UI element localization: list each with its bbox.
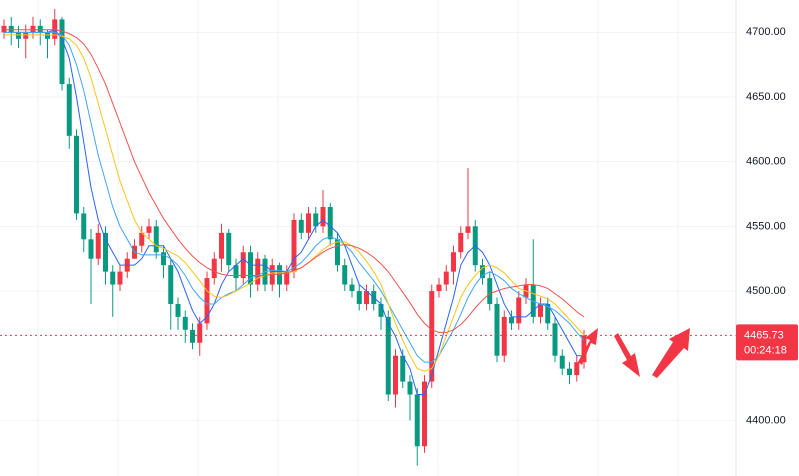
candle-body <box>364 291 369 304</box>
candle-body <box>451 252 456 272</box>
candle-body <box>95 232 101 259</box>
arrow-up <box>652 328 690 378</box>
candle-body <box>480 265 485 279</box>
candle-body <box>74 135 79 214</box>
candle-body <box>233 265 239 279</box>
candle-body <box>240 252 246 279</box>
candle-body <box>538 303 543 317</box>
last-price-label: 4465.73 <box>744 329 784 341</box>
arrow-down <box>614 333 640 377</box>
candle-body <box>458 232 464 253</box>
candle-body <box>414 394 420 447</box>
candle-body <box>117 271 123 285</box>
candle-body <box>559 355 565 369</box>
plot <box>0 9 736 466</box>
candle-body <box>552 323 558 356</box>
candle-body <box>204 278 210 324</box>
candle-body <box>139 232 145 246</box>
candle-body <box>248 252 253 285</box>
moving-average <box>4 29 585 333</box>
candle-body <box>88 239 94 259</box>
candle-body <box>385 316 391 395</box>
candle-body <box>30 25 36 33</box>
candle-body <box>277 265 282 285</box>
candle-body <box>103 232 108 272</box>
candle-body <box>306 213 311 233</box>
price-tag <box>736 324 798 361</box>
candle-body <box>153 226 159 253</box>
candle-body <box>494 303 500 356</box>
y-tick-label: 4400.00 <box>746 414 786 426</box>
candle-body <box>269 265 275 285</box>
candle-body <box>400 355 406 382</box>
moving-average <box>4 29 584 396</box>
candle-body <box>567 368 572 376</box>
moving-average <box>4 34 585 372</box>
candle-body <box>356 291 362 304</box>
countdown-label: 00:24:18 <box>744 344 787 356</box>
candle-body <box>161 252 166 266</box>
candle-body <box>255 258 261 285</box>
candle-body <box>211 258 217 279</box>
candle-body <box>110 271 116 285</box>
candle-body <box>509 316 514 324</box>
y-tick-label: 4650.00 <box>746 91 786 103</box>
candle-body <box>284 271 290 285</box>
y-tick-label: 4550.00 <box>746 220 786 232</box>
candle-body <box>298 219 304 233</box>
y-tick-label: 4700.00 <box>746 26 786 38</box>
candle-body <box>8 25 14 33</box>
candle-body <box>327 206 333 240</box>
candle-body <box>407 381 413 395</box>
y-tick-label: 4500.00 <box>746 285 786 297</box>
candle-body <box>501 316 507 356</box>
arrow-up <box>578 328 598 365</box>
candle-body <box>320 206 326 227</box>
candle-body <box>52 19 58 39</box>
candle-body <box>1 25 7 33</box>
candle-body <box>175 303 181 317</box>
candle-body <box>349 284 355 292</box>
candle-body <box>574 362 580 376</box>
candle-body <box>335 239 340 266</box>
candle-body <box>342 265 348 285</box>
candle-body <box>291 219 297 272</box>
candle-body <box>16 32 21 39</box>
candle-body <box>516 297 522 324</box>
candle-body <box>422 381 427 447</box>
candle-body <box>66 84 72 136</box>
candle-body <box>226 232 232 266</box>
candle-body <box>487 278 493 304</box>
moving-average <box>4 31 585 363</box>
vertical-grid <box>0 0 736 476</box>
candle-body <box>436 284 442 292</box>
candle-body <box>168 265 174 304</box>
candle-body <box>530 284 536 317</box>
candle-body <box>182 316 188 330</box>
candle-body <box>190 329 195 343</box>
candle-body <box>59 19 65 85</box>
candle-body <box>37 25 43 33</box>
candle-body <box>146 226 152 233</box>
candle-body <box>378 303 384 317</box>
candle-body <box>81 213 87 240</box>
candle-body <box>581 335 587 363</box>
candle-body <box>313 213 319 227</box>
candle-body <box>23 32 29 39</box>
arrows <box>578 328 690 378</box>
y-tick-label: 4600.00 <box>746 156 786 168</box>
candle-body <box>393 355 398 395</box>
candle-body <box>197 323 203 343</box>
candle-body <box>219 232 224 259</box>
candle-body <box>443 271 449 285</box>
candle-body <box>45 32 50 39</box>
candle-body <box>545 303 551 324</box>
candle-body <box>465 226 471 233</box>
candle-body <box>429 291 435 382</box>
price-axis: 4400.00 4500.00 4550.00 4600.00 4650.00 4700.… <box>735 0 798 476</box>
